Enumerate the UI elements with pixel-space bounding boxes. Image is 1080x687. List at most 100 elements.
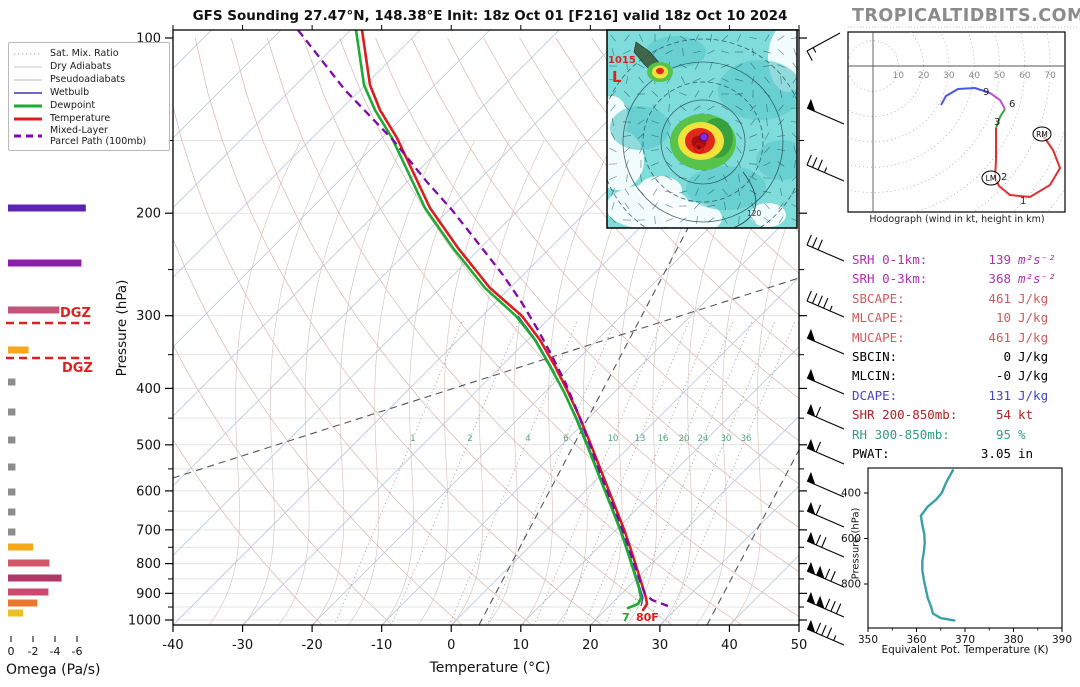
wind-barb [806,290,845,318]
inset-barb-tick [623,134,631,138]
mixing-ratio-line [562,319,690,623]
barb-pennant [807,501,816,515]
barb-full [812,293,818,304]
pseudoadiabat-line [243,140,336,625]
inset-barb-tick [749,134,757,138]
stat-value: 3.05 [980,446,1011,462]
inset-contour-label: 120 [747,209,762,218]
inset-barb-tick [778,104,784,112]
inset-barb-tick [709,62,713,70]
sounding-curves [297,30,669,612]
inset-barb-tick [623,104,631,112]
inset-barb-tick [791,37,797,40]
omega-bar [8,346,29,354]
theta-e-curve [919,469,956,622]
omega-bar [8,488,16,496]
pseudoadiabat-line [347,140,440,625]
inset-barb-tick [707,77,715,83]
stat-label: PWAT: [852,446,890,462]
barb-full [812,237,818,248]
inset-barb-tick [736,132,742,140]
legend-swatch-4 [14,91,42,94]
inset-barb-tick [721,35,729,41]
inset-center-marker-purple [699,132,709,142]
wetbulb-curve [517,315,644,607]
omega-bar [8,463,16,471]
barb-staff [806,244,845,262]
inset-barb-tick [763,50,771,54]
mixing-ratio-label: 24 [698,434,709,444]
mixing-ratio-line [585,319,713,623]
inset-barb-tick [625,76,629,84]
barb-staff [806,628,845,646]
hodograph-ring-label: 70 [1044,71,1056,81]
inset-barb-tick [762,64,772,68]
inset-cloud-patch [756,140,797,180]
inset-barb-tick [750,104,756,112]
reference-dashed-line [173,277,799,479]
omega-tick-label: 0 [8,645,15,658]
wind-barb [806,98,845,125]
inset-barb-tick [654,215,656,225]
inset-barb-tick [735,63,743,69]
inset-barb-tick [780,75,782,85]
inset-barb-tick [707,204,715,208]
legend: Sat. Mix. Ratio Dry Adiabats Pseudoadiabat… [8,42,170,151]
dry-adiabat-line [447,37,799,442]
stats-row: RH 300-850mb: 95% [852,425,1070,444]
pressure-axis-label: Pressure (hPa) [114,279,130,377]
omega-bar [8,543,33,551]
inset-barb-tick [636,107,646,109]
inset-barb-tick [750,118,756,126]
pseudoadiabat-line [382,140,475,625]
stat-value: 139 [988,252,1011,267]
x-tick-label: -30 [232,638,253,653]
stats-row: MLCAPE: 10 J/kg [852,308,1070,327]
inset-small-storm-core [656,67,664,75]
barb-staff [806,540,845,558]
model-map-inset [607,30,797,228]
pseudoadiabat-line [208,140,301,625]
hodograph-height-label: 6 [1009,99,1015,110]
barb-full [826,627,833,638]
stat-value: 10 [995,310,1011,326]
legend-swatch-7 [14,134,42,138]
inset-barb-tick [611,118,615,126]
barb-staff [806,32,841,52]
mixing-ratio-label: 1 [410,434,415,444]
barb-staff [806,480,845,498]
inset-barb-tick [679,63,687,69]
pressure-tick-label: 300 [136,309,161,324]
inset-barb-tick [793,146,797,154]
wind-barb [806,234,845,262]
hodograph-caption: Hodograph (wind in kt, height in km) [869,214,1045,225]
barb-full [806,50,813,61]
barb-full [806,154,812,166]
inset-barb-tick [610,90,616,98]
inset-barb-tick [651,162,659,166]
mixing-ratio-line [625,319,753,623]
mixing-ratio-line [392,319,520,623]
inset-barb-tick [707,105,715,111]
stat-unit: m²s⁻² [1018,252,1056,267]
barb-full [806,234,812,246]
barb-pennant [807,561,816,575]
stats-row: SBCIN: 0 J/kg [852,347,1070,366]
stat-label: SHR 200-850mb: [852,407,958,423]
mixing-ratio-line [648,319,776,623]
stats-row: SRH 0-1km: 139 m²s⁻² [852,250,1070,269]
barb-pennant [807,531,816,545]
wind-barb [806,531,845,558]
mixing-ratio-label: 30 [721,434,732,444]
barb-pennant [807,471,816,485]
inset-barb-tick [668,103,670,113]
parcel-path-curve [297,30,669,608]
inset-barb-tick [626,61,628,71]
barb-half [829,305,833,312]
omega-panel: DGZ DGZ 0 -2 -4 -6 [6,204,93,658]
inset-barb-tick [749,148,757,152]
stat-unit: J/kg [1018,349,1049,365]
inset-barb-tick [776,135,786,137]
inset-cloud-patch [646,36,706,68]
